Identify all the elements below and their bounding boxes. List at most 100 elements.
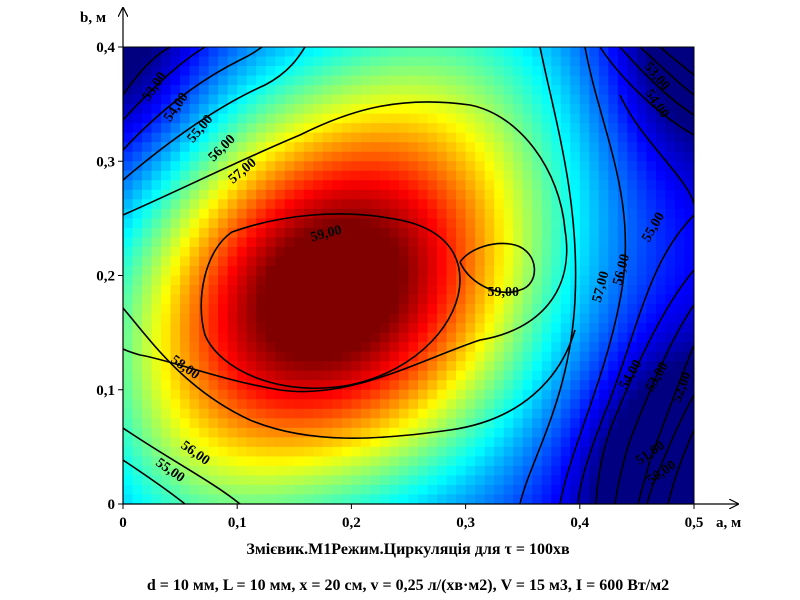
- heatmap-cell: [541, 342, 552, 353]
- heatmap-cell: [389, 85, 400, 96]
- heatmap-cell: [475, 66, 486, 77]
- heatmap-cell: [636, 275, 648, 286]
- heatmap-cell: [237, 56, 248, 67]
- heatmap-cell: [674, 180, 686, 191]
- heatmap-cell: [351, 246, 362, 258]
- heatmap-cell: [370, 246, 381, 258]
- heatmap-cell: [332, 180, 343, 191]
- heatmap-cell: [456, 389, 467, 400]
- heatmap-cell: [275, 418, 286, 429]
- heatmap-cell: [313, 332, 324, 343]
- heatmap-cell: [389, 475, 400, 486]
- heatmap-cell: [151, 256, 162, 267]
- heatmap-cell: [332, 85, 343, 96]
- heatmap-cell: [332, 446, 343, 457]
- heatmap-cell: [275, 142, 286, 153]
- heatmap-cell: [265, 304, 276, 315]
- heatmap-cell: [598, 342, 609, 353]
- heatmap-cell: [360, 351, 372, 362]
- heatmap-cell: [351, 427, 362, 438]
- heatmap-cell: [313, 294, 324, 305]
- heatmap-cell: [237, 304, 248, 315]
- heatmap-cell: [180, 380, 191, 391]
- heatmap-cell: [341, 465, 352, 477]
- heatmap-cell: [180, 237, 191, 248]
- heatmap-cell: [465, 142, 476, 153]
- heatmap-cell: [398, 180, 410, 191]
- heatmap-cell: [294, 56, 305, 67]
- heatmap-cell: [579, 456, 590, 467]
- heatmap-cell: [322, 408, 333, 419]
- heatmap-cell: [636, 361, 648, 372]
- heatmap-cell: [142, 456, 153, 467]
- heatmap-cell: [265, 132, 276, 143]
- heatmap-cell: [322, 275, 333, 286]
- heatmap-cell: [161, 399, 172, 410]
- heatmap-cell: [360, 56, 372, 67]
- heatmap-cell: [360, 151, 372, 162]
- heatmap-cell: [627, 246, 638, 258]
- heatmap-cell: [484, 208, 495, 219]
- heatmap-cell: [265, 75, 276, 86]
- heatmap-cell: [665, 218, 676, 229]
- contour-line-56-right: [559, 47, 627, 504]
- heatmap-cell: [684, 151, 694, 162]
- heatmap-cell: [341, 427, 352, 438]
- heatmap-cell: [551, 313, 562, 324]
- heatmap-cell: [170, 256, 181, 267]
- heatmap-cell: [646, 113, 657, 124]
- heatmap-cell: [313, 265, 324, 277]
- heatmap-cell: [351, 475, 362, 486]
- heatmap-cell: [589, 456, 600, 467]
- heatmap-cell: [151, 285, 162, 296]
- heatmap-cell: [551, 123, 562, 134]
- heatmap-cell: [265, 189, 276, 200]
- heatmap-cell: [351, 313, 362, 324]
- heatmap-cell: [275, 323, 286, 334]
- heatmap-cell: [161, 418, 172, 429]
- heatmap-cell: [427, 227, 438, 239]
- heatmap-cell: [256, 437, 267, 448]
- heatmap-cell: [665, 208, 676, 219]
- heatmap-cell: [437, 75, 448, 86]
- heatmap-cell: [237, 199, 248, 210]
- heatmap-cell: [674, 47, 686, 58]
- heatmap-cell: [598, 437, 609, 448]
- heatmap-cell: [456, 418, 467, 429]
- heatmap-cell: [275, 408, 286, 419]
- heatmap-cell: [665, 465, 676, 477]
- heatmap-cell: [465, 85, 476, 96]
- heatmap-cell: [351, 380, 362, 391]
- heatmap-cell: [541, 256, 552, 267]
- heatmap-cell: [446, 142, 457, 153]
- heatmap-cell: [370, 370, 381, 381]
- heatmap-cell: [560, 494, 571, 504]
- heatmap-cell: [341, 389, 352, 400]
- heatmap-cell: [322, 285, 333, 296]
- heatmap-cell: [456, 94, 467, 105]
- heatmap-cell: [484, 47, 495, 58]
- heatmap-cell: [332, 256, 343, 267]
- heatmap-cell: [456, 113, 467, 124]
- heatmap-cell: [513, 180, 524, 191]
- heatmap-cell: [246, 351, 257, 362]
- heatmap-cell: [437, 294, 448, 305]
- heatmap-cell: [446, 351, 457, 362]
- heatmap-cell: [246, 361, 257, 372]
- heatmap-cell: [256, 113, 267, 124]
- heatmap-cell: [132, 123, 143, 134]
- heatmap-cell: [446, 361, 457, 372]
- heatmap-cell: [674, 294, 686, 305]
- heatmap-cell: [484, 446, 495, 457]
- heatmap-cell: [484, 113, 495, 124]
- heatmap-cell: [389, 361, 400, 372]
- heatmap-cell: [180, 142, 191, 153]
- heatmap-cell: [246, 265, 257, 277]
- heatmap-cell: [123, 142, 134, 153]
- heatmap-cell: [551, 437, 562, 448]
- heatmap-cell: [170, 361, 181, 372]
- heatmap-cell: [360, 294, 372, 305]
- heatmap-cell: [322, 66, 333, 77]
- heatmap-cell: [265, 246, 276, 258]
- heatmap-cell: [284, 418, 295, 429]
